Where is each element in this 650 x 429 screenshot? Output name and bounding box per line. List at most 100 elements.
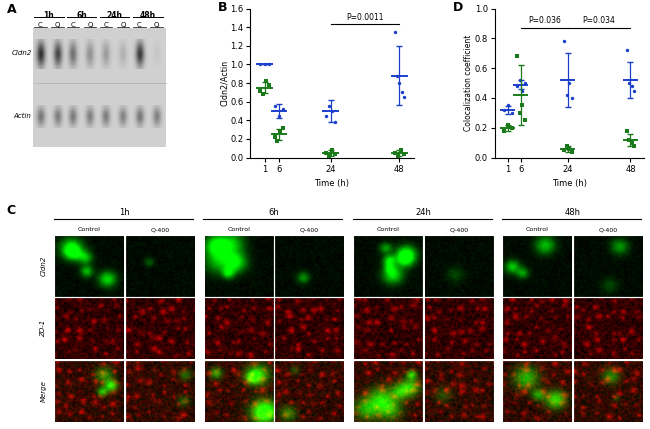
Text: 6h: 6h: [268, 208, 280, 218]
Bar: [352, 297, 423, 360]
Text: P=0.034: P=0.034: [583, 16, 616, 25]
Bar: [274, 360, 345, 423]
Bar: [502, 360, 573, 423]
Bar: [203, 235, 274, 297]
Text: Merge: Merge: [40, 380, 46, 402]
Bar: [502, 235, 573, 297]
Point: [392, 72, 402, 79]
Point: [519, 117, 530, 124]
Text: Actin: Actin: [14, 113, 32, 119]
Bar: [274, 235, 345, 297]
Text: Control: Control: [526, 227, 549, 233]
Bar: [423, 235, 494, 297]
Text: Q: Q: [55, 22, 60, 28]
Point: [627, 139, 637, 146]
Point: [624, 136, 634, 143]
Point: [629, 87, 640, 94]
Bar: [203, 360, 274, 423]
Point: [393, 152, 403, 159]
Point: [512, 53, 522, 60]
Point: [321, 112, 332, 119]
Point: [562, 142, 572, 149]
Point: [390, 28, 400, 35]
Bar: [54, 360, 125, 423]
Bar: [573, 360, 644, 423]
Point: [259, 61, 270, 68]
Text: 24h: 24h: [107, 11, 122, 20]
Point: [559, 147, 569, 154]
Point: [559, 38, 569, 45]
Text: P=0.0011: P=0.0011: [346, 12, 384, 21]
Point: [324, 152, 334, 159]
Point: [278, 106, 289, 112]
Y-axis label: Cldn2/Actin: Cldn2/Actin: [220, 60, 229, 106]
Text: 48h: 48h: [565, 208, 580, 218]
Point: [269, 103, 280, 110]
Point: [499, 127, 509, 134]
Point: [564, 80, 575, 87]
Text: 24h: 24h: [415, 208, 432, 218]
X-axis label: Time (h): Time (h): [552, 179, 587, 188]
Text: C: C: [71, 22, 75, 28]
Point: [562, 91, 572, 98]
Bar: [125, 297, 196, 360]
Point: [261, 78, 271, 85]
Point: [514, 109, 525, 116]
Text: Q: Q: [154, 22, 159, 28]
Point: [506, 109, 517, 116]
Point: [327, 108, 337, 115]
Point: [627, 83, 637, 90]
Point: [324, 103, 334, 110]
Text: Q-400: Q-400: [300, 227, 319, 233]
Text: C: C: [38, 22, 43, 28]
Point: [624, 80, 634, 87]
Text: C: C: [137, 22, 142, 28]
Bar: [274, 297, 345, 360]
Text: Cldn2: Cldn2: [40, 256, 46, 276]
Point: [517, 102, 527, 109]
Text: Q-400: Q-400: [449, 227, 469, 233]
Point: [514, 77, 525, 84]
Bar: [54, 297, 125, 360]
Bar: [423, 360, 494, 423]
Text: Control: Control: [78, 227, 101, 233]
Point: [567, 94, 577, 101]
Bar: [352, 235, 423, 297]
Point: [274, 112, 284, 119]
Bar: [125, 235, 196, 297]
Text: 6h: 6h: [76, 11, 87, 20]
Text: 1h: 1h: [44, 11, 54, 20]
Point: [258, 91, 268, 98]
Point: [499, 106, 509, 113]
Point: [255, 61, 265, 68]
Bar: [502, 297, 573, 360]
Text: P=0.036: P=0.036: [528, 16, 561, 25]
Point: [264, 82, 274, 88]
Point: [255, 87, 265, 94]
X-axis label: Time (h): Time (h): [315, 179, 350, 188]
Bar: [352, 360, 423, 423]
Bar: [125, 360, 196, 423]
Text: Control: Control: [227, 227, 250, 233]
Text: Q-400: Q-400: [151, 227, 170, 233]
Point: [396, 89, 407, 96]
Text: C: C: [103, 22, 109, 28]
Point: [564, 145, 575, 152]
Text: Q: Q: [120, 22, 125, 28]
Point: [396, 147, 406, 154]
Point: [621, 47, 632, 54]
Point: [398, 151, 409, 157]
Point: [394, 80, 404, 87]
Point: [567, 148, 577, 155]
Text: ZO-1: ZO-1: [40, 320, 46, 337]
Text: A: A: [6, 3, 16, 15]
Point: [269, 134, 280, 141]
Point: [321, 149, 332, 156]
Point: [272, 137, 283, 144]
Point: [264, 61, 274, 68]
Text: Q-400: Q-400: [599, 227, 617, 233]
Point: [327, 147, 337, 154]
Point: [330, 151, 340, 157]
Bar: [32, 28, 166, 147]
Point: [519, 80, 530, 87]
